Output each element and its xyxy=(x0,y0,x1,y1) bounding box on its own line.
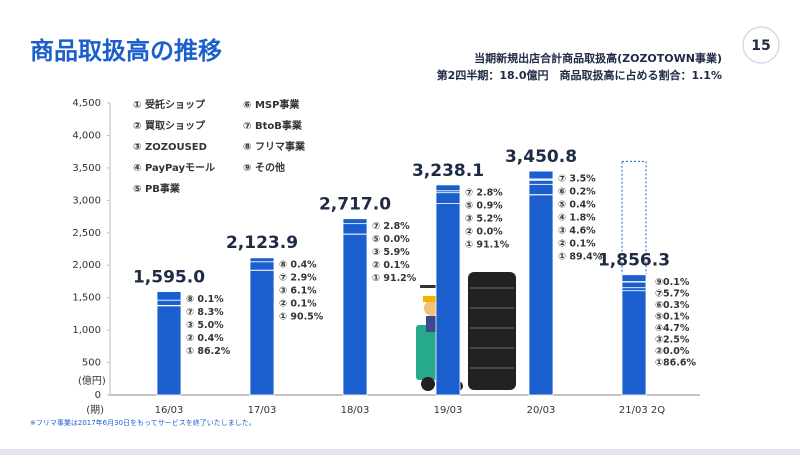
breakdown-label: ② 0.1% xyxy=(279,299,317,310)
breakdown-label: ① 90.5% xyxy=(279,312,324,323)
y-tick-label: 2,500 xyxy=(72,228,101,239)
slide-title: 商品取扱高の推移 xyxy=(30,37,222,65)
legend-item: ② 買取ショップ xyxy=(133,119,206,132)
breakdown-label: ⑥ 0.2% xyxy=(558,187,596,198)
breakdown-label: ⑥0.3% xyxy=(655,300,690,311)
x-unit: (期) xyxy=(86,404,104,416)
bar-segment xyxy=(342,223,368,235)
x-tick-label: 19/03 xyxy=(434,405,463,416)
legend-item: ⑥ MSP事業 xyxy=(243,98,300,111)
legend-item: ⑤ PB事業 xyxy=(133,182,181,195)
x-tick-label: 16/03 xyxy=(155,405,184,416)
bar-segment xyxy=(156,305,182,396)
bar-segment xyxy=(249,257,275,263)
bar-segment xyxy=(621,281,647,289)
bar-segment xyxy=(249,269,275,396)
breakdown-label: ⑤0.1% xyxy=(655,312,690,323)
bar-segment xyxy=(435,203,461,396)
y-tick-label: 2,000 xyxy=(72,260,101,271)
breakdown-label: ① 91.1% xyxy=(465,239,510,250)
bar-segment xyxy=(342,233,368,396)
bar-segment xyxy=(249,256,275,259)
breakdown-label: ④4.7% xyxy=(655,323,690,334)
breakdown-label: ①86.6% xyxy=(655,358,696,369)
bar-segment xyxy=(621,290,647,396)
breakdown-label: ⑦5.7% xyxy=(655,289,690,300)
x-tick-label: 20/03 xyxy=(527,405,556,416)
bar-total-label: 1,856.3 xyxy=(598,251,670,271)
bar-segment xyxy=(528,170,554,180)
breakdown-label: ① 86.2% xyxy=(186,346,231,357)
y-tick-label: 500 xyxy=(82,358,101,369)
bar-total-label: 3,238.1 xyxy=(412,161,484,181)
subtitle: 第2四半期：18.0億円 商品取扱高に占める割合：1.1% xyxy=(437,68,722,82)
bar-segment xyxy=(528,183,554,195)
breakdown-label: ⑤ 0.0% xyxy=(372,234,410,245)
breakdown-label: ⑤ 0.4% xyxy=(558,200,596,211)
subtitle: 当期新規出店合計商品取扱高(ZOZOTOWN事業) xyxy=(474,51,722,65)
breakdown-label: ⑧ 0.4% xyxy=(279,260,317,271)
y-tick-label: 0 xyxy=(95,390,101,401)
breakdown-label: ③ 6.1% xyxy=(279,286,317,297)
bar-segment xyxy=(249,261,275,271)
breakdown-label: ②0.0% xyxy=(655,346,690,357)
legend-item: ① 受託ショップ xyxy=(133,98,206,111)
bar-segment xyxy=(156,299,182,306)
breakdown-label: ⑨0.1% xyxy=(655,277,690,288)
breakdown-label: ③ 5.2% xyxy=(465,213,503,224)
bar-segment xyxy=(342,218,368,225)
forklift-illustration xyxy=(416,272,516,391)
bar-segment xyxy=(528,179,554,185)
page-number: 15 xyxy=(751,38,770,54)
breakdown-label: ② 0.1% xyxy=(558,239,596,250)
breakdown-label: ⑦ 3.5% xyxy=(558,174,596,185)
breakdown-label: ② 0.0% xyxy=(465,226,503,237)
bar-total-label: 1,595.0 xyxy=(133,268,205,288)
bar-total-label: 2,123.9 xyxy=(226,233,298,253)
y-tick-label: 1,000 xyxy=(72,325,101,336)
breakdown-label: ⑦ 8.3% xyxy=(186,307,224,318)
breakdown-label: ③ 5.0% xyxy=(186,320,224,331)
bar-total-label: 2,717.0 xyxy=(319,195,391,215)
page-badge xyxy=(742,26,780,64)
bar-total-label: 3,450.8 xyxy=(505,147,577,167)
bar-segment xyxy=(435,184,461,192)
x-tick-label: 18/03 xyxy=(341,405,370,416)
legend-item: ③ ZOZOUSED xyxy=(133,142,207,153)
legend-item: ⑧ フリマ事業 xyxy=(243,140,306,153)
bar-segment xyxy=(621,274,647,282)
y-tick-label: 3,000 xyxy=(72,195,101,206)
y-tick-label: 1,500 xyxy=(72,293,101,304)
legend-item: ⑦ BtoB事業 xyxy=(243,119,303,132)
breakdown-label: ⑧ 0.1% xyxy=(186,294,224,305)
bar-segment xyxy=(528,194,554,396)
breakdown-label: ⑤ 0.9% xyxy=(465,200,503,211)
x-tick-label: 21/03 2Q xyxy=(619,405,665,416)
legend-item: ④ PayPayモール xyxy=(133,163,215,174)
footnote: ※フリマ事業は2017年6月30日をもってサービスを終了いたしました。 xyxy=(30,418,256,427)
breakdown-label: ③ 4.6% xyxy=(558,226,596,237)
breakdown-label: ③2.5% xyxy=(655,335,690,346)
breakdown-label: ④ 1.8% xyxy=(558,213,596,224)
y-tick-label: 4,000 xyxy=(72,130,101,141)
y-tick-label: 3,500 xyxy=(72,163,101,174)
y-unit: (億円) xyxy=(78,374,106,387)
legend-item: ⑨ その他 xyxy=(243,161,285,174)
breakdown-label: ① 91.2% xyxy=(372,273,417,284)
y-tick-label: 4,500 xyxy=(72,98,101,109)
x-tick-label: 17/03 xyxy=(248,405,277,416)
breakdown-label: ⑦ 2.8% xyxy=(465,187,503,198)
breakdown-label: ③ 5.9% xyxy=(372,247,410,258)
bar-segment xyxy=(435,192,461,204)
breakdown-label: ② 0.4% xyxy=(186,333,224,344)
breakdown-label: ② 0.1% xyxy=(372,260,410,271)
breakdown-label: ① 89.4% xyxy=(558,252,603,263)
breakdown-label: ⑦ 2.9% xyxy=(279,273,317,284)
breakdown-label: ⑦ 2.8% xyxy=(372,221,410,232)
bar-segment xyxy=(621,287,647,292)
bar-segment xyxy=(156,291,182,301)
